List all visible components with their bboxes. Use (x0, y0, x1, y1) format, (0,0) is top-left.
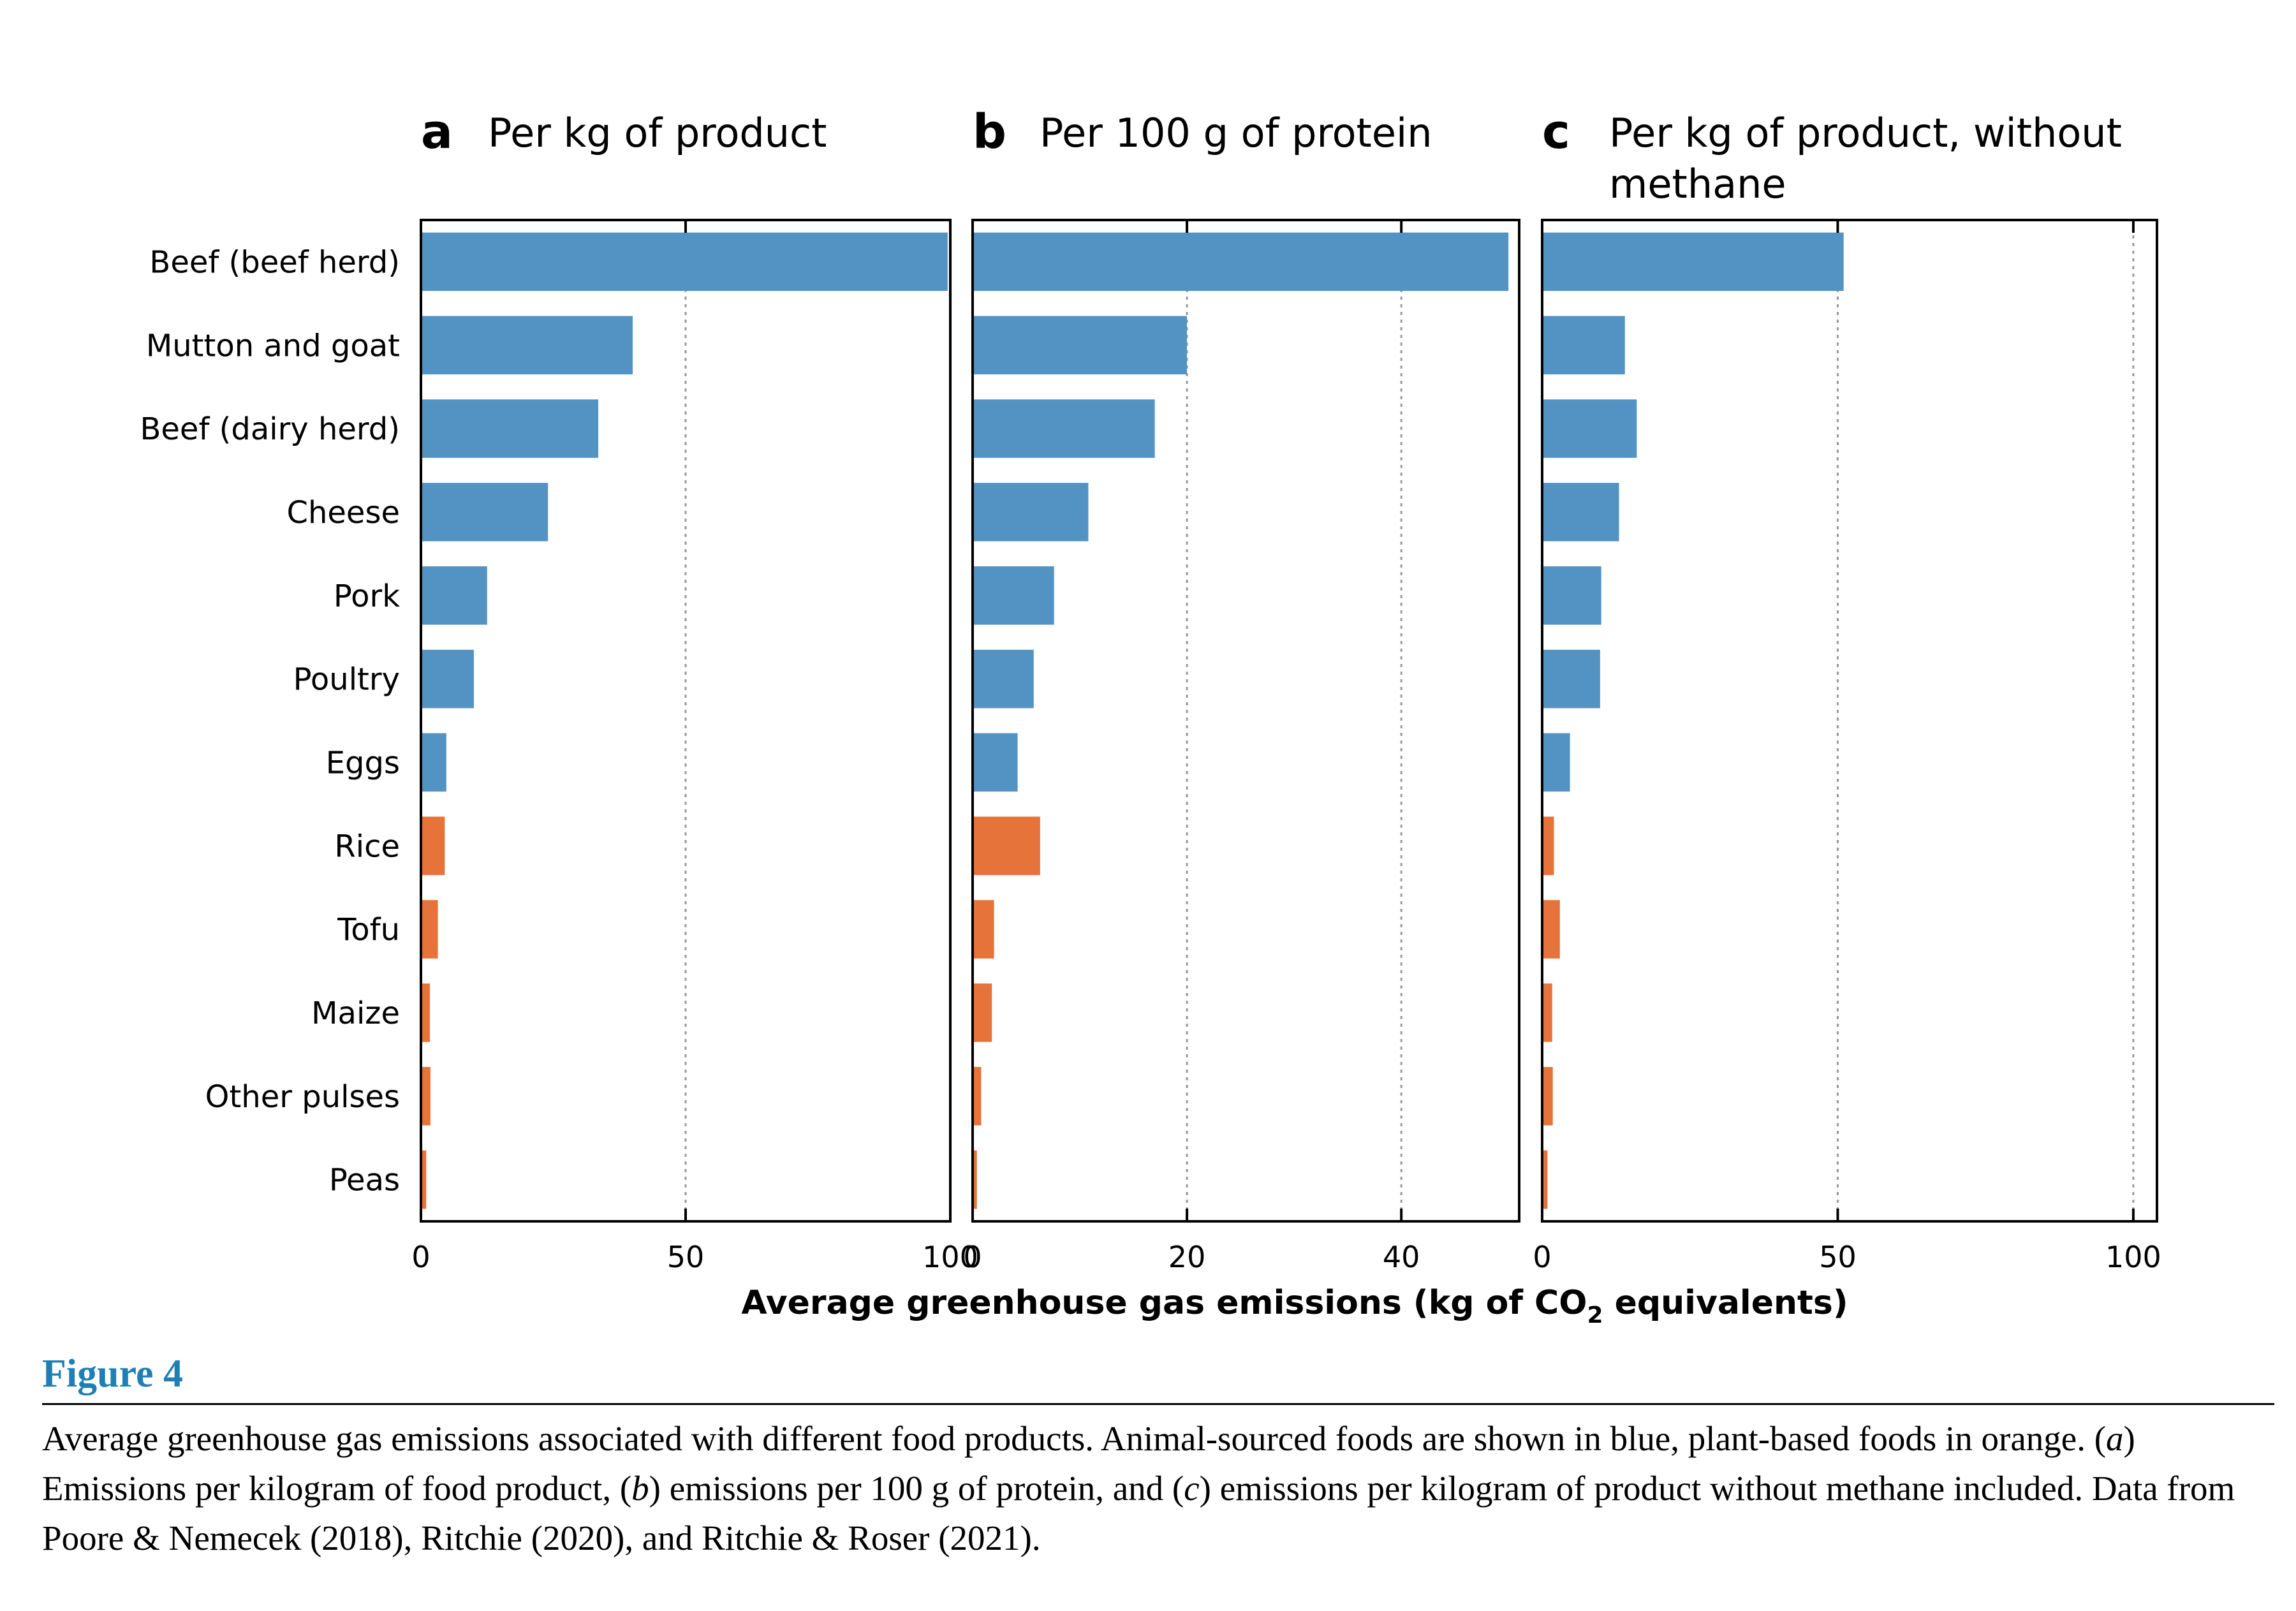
bar (422, 1150, 427, 1209)
bar (974, 900, 994, 959)
tick-label: 50 (667, 1240, 705, 1274)
bar (974, 232, 1509, 291)
bar (1543, 649, 1600, 709)
tick-label: 100 (2105, 1240, 2161, 1274)
bar (422, 649, 474, 709)
bar (974, 316, 1188, 375)
bar (974, 1150, 977, 1209)
panel-frame (1541, 219, 2158, 1223)
bar (1543, 733, 1570, 792)
caption-ref-a: a (2106, 1419, 2124, 1459)
panel-frame (971, 219, 1520, 1223)
caption-text: Average greenhouse gas emissions associa… (42, 1414, 2274, 1563)
bar (422, 983, 430, 1042)
x-axis-title: Average greenhouse gas emissions (kg of … (741, 1284, 1848, 1328)
bar (422, 316, 633, 375)
tick-label: 0 (963, 1240, 982, 1274)
emissions-figure: Beef (beef herd) Mutton and goat Beef (dai… (140, 105, 2161, 1328)
category-label: Cheese (286, 495, 400, 531)
bar (974, 733, 1018, 792)
bar (974, 983, 992, 1042)
panel-letter: b (973, 105, 1006, 159)
category-label: Poultry (293, 662, 400, 698)
figure-caption: Figure 4 Average greenhouse gas emission… (42, 1352, 2274, 1563)
category-label: Beef (dairy herd) (140, 411, 400, 447)
tick-label: 100 (922, 1240, 978, 1274)
bar (422, 232, 948, 291)
panel-title: Per kg of product (488, 110, 827, 156)
category-label: Rice (334, 828, 400, 864)
bar (422, 900, 438, 959)
bar (974, 483, 1089, 541)
caption-ref-b: b (631, 1469, 649, 1508)
bar (422, 733, 446, 792)
category-label: Beef (beef herd) (149, 244, 400, 280)
bar (1543, 816, 1554, 876)
category-label: Eggs (326, 745, 400, 781)
chart-panels: a Per kg of product 0 50 100 b Per 100 g of pr… (411, 105, 2161, 1274)
caption-part-3: ) emissions per 100 g of protein, and ( (649, 1469, 1184, 1508)
bar (422, 483, 548, 541)
bar (1543, 1150, 1548, 1209)
bar (1543, 983, 1552, 1042)
bar (974, 399, 1155, 458)
category-labels: Beef (beef herd) Mutton and goat Beef (dai… (140, 244, 400, 1198)
panel-c: c Per kg of product, without methane 0 50 100 (1533, 105, 2161, 1274)
panel-letter: a (421, 105, 453, 159)
caption-divider (42, 1403, 2274, 1406)
bar (422, 1066, 430, 1126)
bar (1543, 1066, 1553, 1126)
bar (974, 566, 1054, 625)
bar (1543, 316, 1625, 375)
caption-ref-c: c (1184, 1469, 1200, 1508)
bar (974, 649, 1034, 709)
panel-title: methane (1609, 161, 1786, 207)
bar (422, 566, 487, 625)
bar (422, 399, 599, 458)
panel-title: Per 100 g of protein (1040, 110, 1432, 156)
category-label: Maize (311, 996, 400, 1031)
panel-title: Per kg of product, without (1609, 110, 2122, 156)
panel-letter: c (1542, 105, 1570, 159)
caption-part-1: Average greenhouse gas emissions associa… (42, 1419, 2107, 1459)
bar (1543, 900, 1560, 959)
bar (1543, 399, 1637, 458)
bar (1543, 566, 1601, 625)
category-label: Other pulses (205, 1079, 400, 1115)
bar (1543, 232, 1844, 291)
panel-b: b Per 100 g of protein 0 20 40 (963, 105, 1520, 1274)
category-label: Pork (334, 578, 400, 614)
bar (974, 816, 1040, 876)
category-label: Tofu (337, 912, 400, 948)
tick-label: 50 (1819, 1240, 1857, 1274)
figure-label: Figure 4 (42, 1352, 183, 1395)
category-label: Peas (329, 1163, 400, 1198)
bar (422, 816, 445, 876)
bar (974, 1066, 982, 1126)
tick-label: 40 (1383, 1240, 1420, 1274)
caption-part-2: ) Emissions per kilogram of food product… (42, 1419, 2135, 1508)
bar (1543, 483, 1619, 541)
caption-part-4: ) emissions per kilogram of product with… (42, 1469, 2235, 1558)
tick-label: 20 (1168, 1240, 1206, 1274)
tick-label: 0 (1533, 1240, 1551, 1274)
tick-label: 0 (411, 1240, 430, 1274)
panel-a: a Per kg of product 0 50 100 (411, 105, 978, 1274)
category-label: Mutton and goat (146, 328, 400, 364)
